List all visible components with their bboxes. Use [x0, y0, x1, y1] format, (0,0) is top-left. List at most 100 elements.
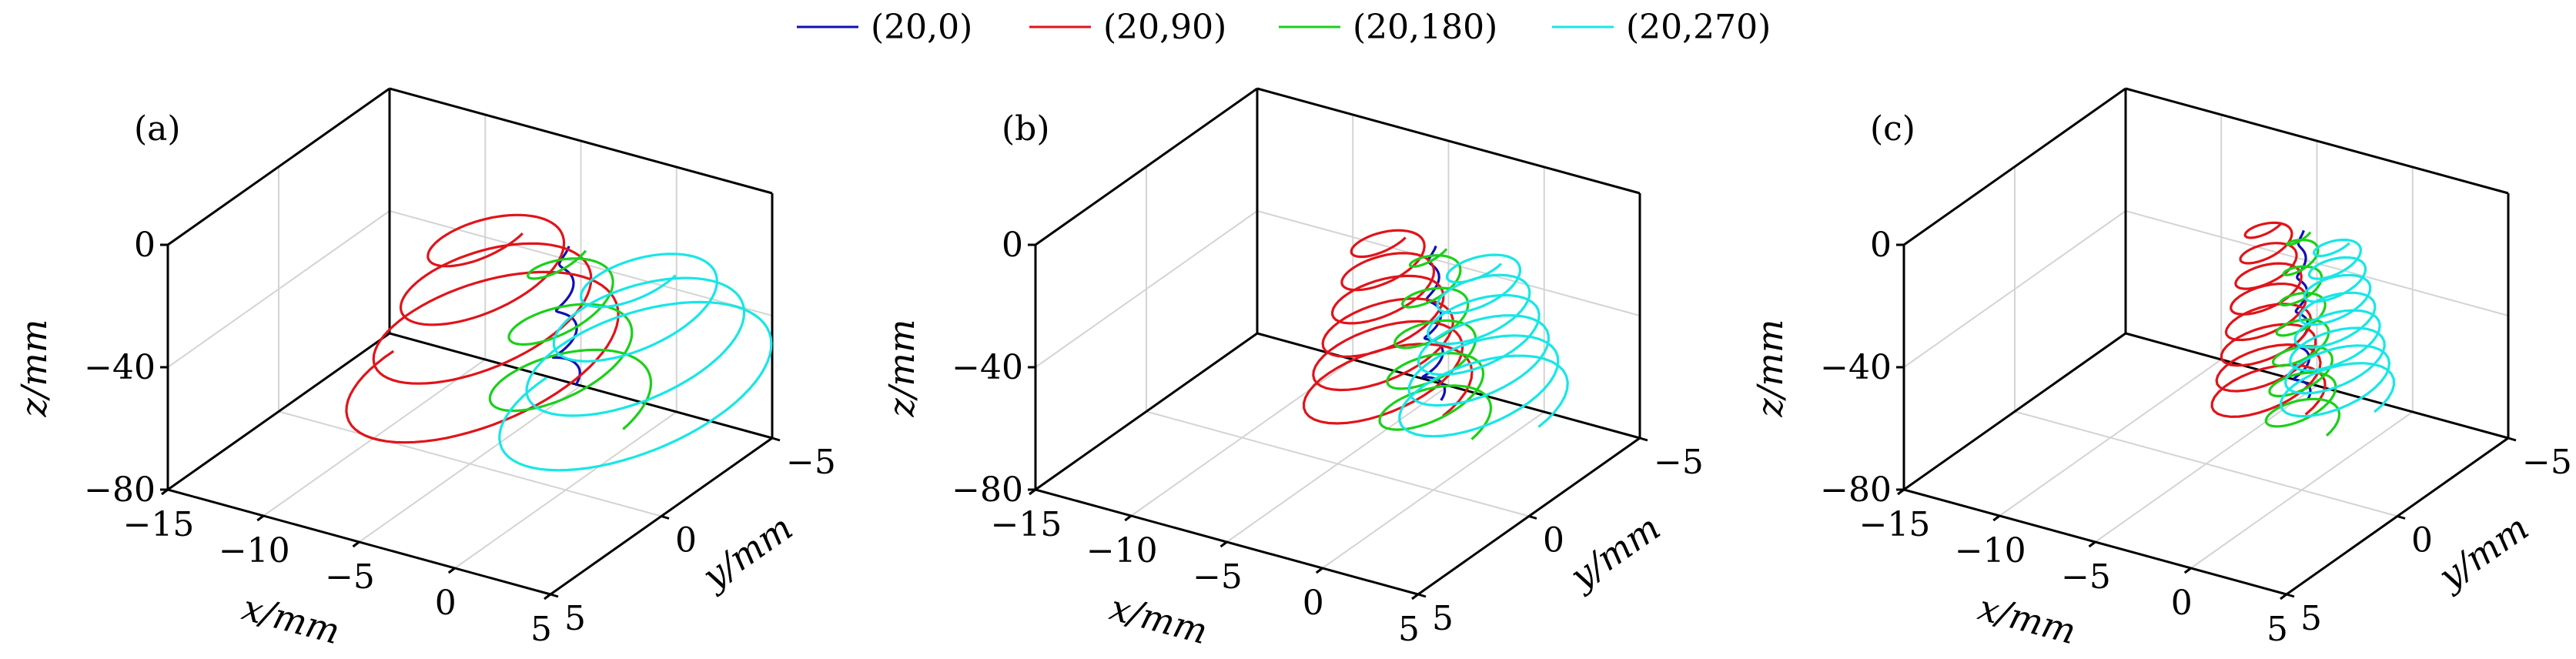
y-tick-label: −5: [2522, 443, 2572, 482]
series-line: [498, 253, 773, 472]
grid-line: [167, 210, 390, 368]
x-tick: [447, 567, 456, 574]
x-tick: [256, 514, 265, 522]
x-tick: [2280, 593, 2287, 600]
x-tick-label: −15: [123, 505, 195, 544]
y-tick: [1417, 593, 1427, 598]
series-line: [345, 213, 620, 444]
z-tick-label: −80: [1820, 470, 1892, 510]
y-tick: [771, 437, 781, 442]
y-tick-label: 0: [1543, 521, 1564, 560]
box-edge: [1903, 332, 2126, 491]
x-tick-label: 0: [1303, 584, 1324, 623]
x-tick-label: −15: [991, 505, 1062, 544]
y-tick: [661, 515, 670, 520]
x-tick: [1315, 567, 1323, 574]
y-tick-label: −5: [786, 443, 836, 482]
grid-line: [1256, 210, 1641, 316]
panel-label: (a): [134, 109, 181, 149]
z-tick-label: 0: [1870, 226, 1892, 265]
y-tick: [2286, 593, 2295, 598]
series-line: [551, 246, 581, 386]
legend-label: (20,90): [1103, 8, 1226, 47]
series-line: [1378, 248, 1493, 440]
x-tick-label: 5: [1398, 610, 1420, 649]
x-tick-label: −15: [1859, 505, 1931, 544]
x-tick: [2183, 567, 2192, 574]
z-tick-label: 0: [1002, 226, 1023, 265]
y-axis-label: y/mm: [2430, 507, 2536, 598]
y-tick-label: 0: [2411, 521, 2433, 560]
series-line: [1398, 253, 1569, 438]
box-edge: [389, 332, 773, 440]
box-edge: [389, 87, 773, 195]
series-line: [2210, 221, 2327, 418]
x-tick-label: 0: [2171, 584, 2193, 623]
z-axis-label: z/mm: [881, 319, 922, 418]
y-tick-label: 0: [675, 521, 697, 560]
x-tick-label: −10: [1086, 531, 1158, 570]
x-tick-label: −5: [2061, 557, 2111, 597]
grid-line: [1903, 210, 2126, 368]
z-tick-label: 0: [134, 226, 156, 265]
z-tick-label: −40: [952, 348, 1023, 387]
x-tick-label: 0: [435, 584, 457, 623]
series-line: [2264, 231, 2341, 437]
grid-line: [1035, 210, 1258, 368]
z-tick-label: −40: [84, 348, 156, 387]
series-line: [2279, 238, 2396, 418]
x-tick-label: 5: [530, 610, 552, 649]
box-edge: [1256, 87, 1641, 195]
y-tick-label: 5: [2300, 599, 2322, 638]
x-tick: [544, 593, 551, 600]
x-tick: [1992, 514, 2001, 522]
x-tick: [1124, 514, 1132, 522]
box-edge: [167, 332, 390, 491]
z-axis-label: z/mm: [13, 319, 55, 418]
x-tick-label: −10: [219, 531, 290, 570]
box-edge: [1903, 87, 2126, 246]
x-tick-label: −5: [325, 557, 375, 597]
panel-label: (c): [1870, 109, 1915, 149]
x-tick: [352, 540, 360, 548]
y-tick: [1528, 515, 1537, 520]
x-tick-label: 5: [2267, 610, 2288, 649]
grid-line: [1146, 410, 1530, 517]
y-tick: [550, 593, 559, 598]
panels: −15−10−505 50−5−80−400x/mmy/mmz/mm(a)−15−…: [13, 87, 2572, 652]
x-tick: [1219, 540, 1228, 548]
legend-label: (20,0): [871, 8, 972, 47]
x-tick-label: −10: [1955, 531, 2026, 570]
x-tick-label: −5: [1193, 557, 1243, 597]
y-axis-label: y/mm: [694, 507, 800, 598]
grid-line: [278, 410, 662, 517]
y-tick-label: 5: [1432, 599, 1454, 638]
z-tick-label: −80: [84, 470, 156, 510]
y-tick: [2507, 437, 2517, 442]
panel-label: (b): [1002, 109, 1050, 149]
x-tick: [1411, 593, 1419, 600]
grid-line: [2014, 410, 2398, 517]
legend-label: (20,180): [1353, 8, 1497, 47]
y-tick-label: 5: [564, 599, 586, 638]
z-axis-label: z/mm: [1749, 319, 1791, 418]
y-tick: [2397, 515, 2406, 520]
box-edge: [1035, 87, 1258, 246]
box-edge: [2125, 87, 2509, 195]
legend: (20,0) (20,90) (20,180) (20,270): [797, 8, 1771, 47]
y-tick-label: −5: [1654, 443, 1704, 482]
legend-label: (20,270): [1626, 8, 1771, 47]
z-tick-label: −80: [952, 470, 1023, 510]
box-edge: [1035, 332, 1258, 491]
box-edge: [167, 87, 390, 246]
y-tick: [1639, 437, 1648, 442]
box-edge: [2125, 332, 2509, 440]
z-tick-label: −40: [1820, 348, 1892, 387]
grid-line: [389, 210, 773, 316]
x-tick: [2088, 540, 2096, 548]
series-line: [488, 249, 653, 430]
